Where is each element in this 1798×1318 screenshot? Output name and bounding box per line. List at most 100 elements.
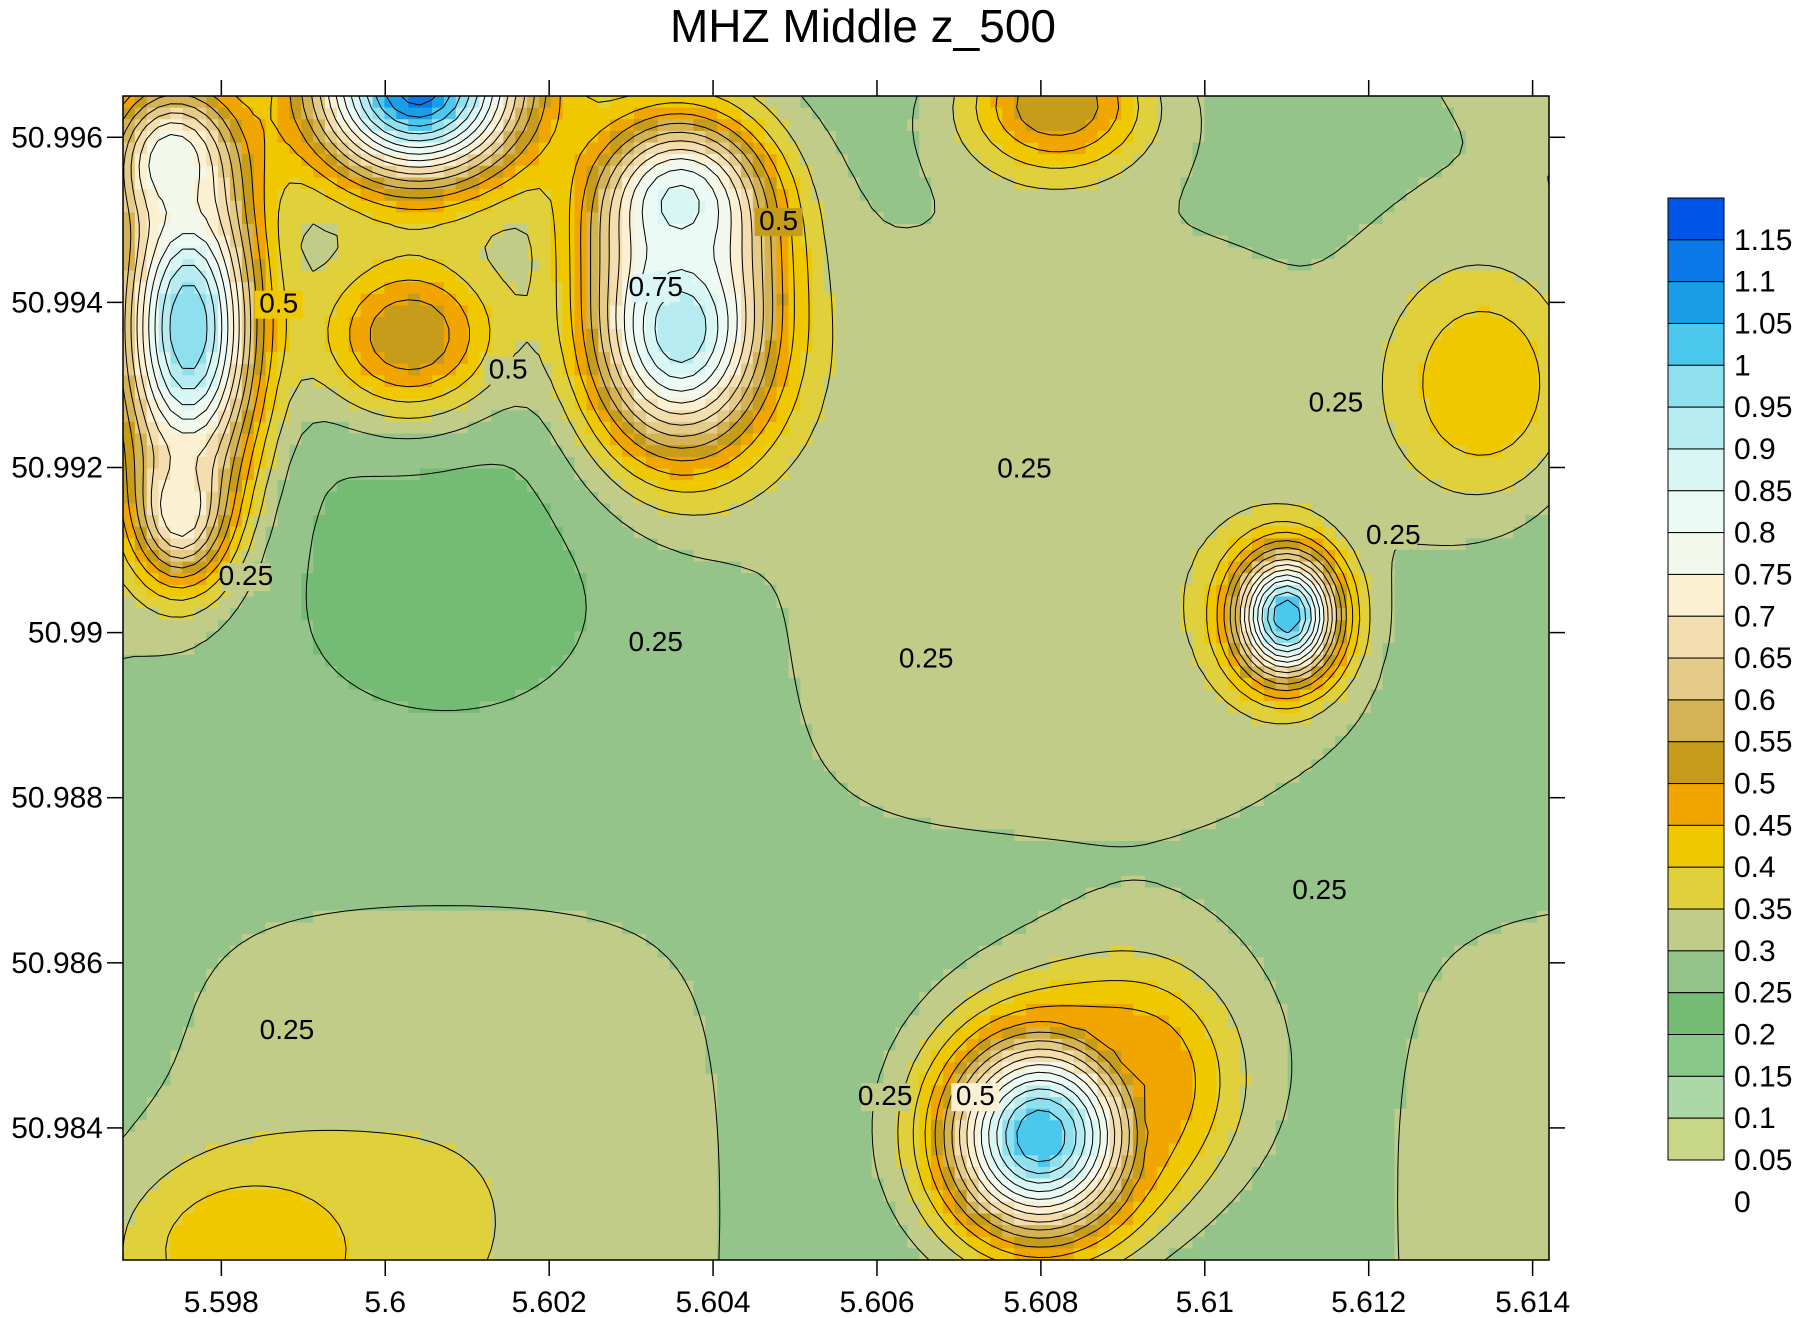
field-cell bbox=[1180, 352, 1194, 365]
field-cell bbox=[669, 142, 683, 155]
field-cell bbox=[574, 119, 588, 132]
field-cell bbox=[420, 503, 433, 516]
field-cell bbox=[1026, 165, 1039, 179]
field-cell bbox=[847, 410, 861, 423]
field-cell bbox=[1358, 456, 1372, 470]
field-cell bbox=[824, 352, 837, 365]
field-cell bbox=[954, 282, 968, 295]
field-cell bbox=[289, 154, 302, 167]
field-cell bbox=[1442, 480, 1455, 493]
field-cell bbox=[954, 410, 968, 423]
field-cell bbox=[883, 270, 897, 283]
field-cell bbox=[1406, 224, 1419, 237]
field-cell bbox=[836, 515, 849, 528]
field-cell bbox=[218, 293, 231, 307]
field-cell bbox=[503, 480, 516, 493]
field-cell bbox=[170, 433, 184, 446]
field-cell bbox=[170, 398, 184, 411]
field-cell bbox=[942, 398, 956, 411]
field-cell bbox=[325, 130, 338, 144]
field-cell bbox=[515, 480, 528, 493]
field-cell bbox=[954, 456, 968, 470]
field-cell bbox=[491, 224, 504, 237]
field-cell bbox=[325, 142, 338, 155]
field-cell bbox=[1049, 189, 1063, 202]
field-cell bbox=[1121, 247, 1134, 260]
field-cell bbox=[1180, 480, 1194, 493]
field-cell bbox=[859, 200, 873, 213]
field-cell bbox=[610, 189, 623, 202]
field-cell bbox=[1097, 480, 1110, 493]
field-cell bbox=[301, 107, 314, 120]
field-cell bbox=[396, 549, 409, 563]
field-cell bbox=[1002, 503, 1015, 516]
field-cell bbox=[942, 363, 956, 376]
field-cell bbox=[812, 119, 825, 132]
field-cell bbox=[931, 212, 944, 225]
field-cell bbox=[1370, 189, 1384, 202]
field-cell bbox=[824, 165, 837, 179]
field-cell bbox=[325, 456, 338, 470]
field-cell bbox=[919, 538, 932, 551]
field-cell bbox=[1014, 177, 1027, 190]
field-cell bbox=[301, 549, 314, 563]
field-cell bbox=[1323, 258, 1336, 272]
field-cell bbox=[1501, 282, 1514, 295]
field-cell bbox=[610, 165, 623, 179]
field-cell bbox=[420, 107, 433, 120]
field-cell bbox=[895, 96, 908, 109]
field-cell bbox=[1418, 282, 1431, 295]
field-cell bbox=[788, 107, 801, 120]
field-cell bbox=[158, 235, 172, 248]
field-cell bbox=[1204, 480, 1217, 493]
field-cell bbox=[1537, 119, 1549, 132]
field-cell bbox=[1049, 328, 1063, 342]
field-cell bbox=[966, 177, 980, 190]
field-cell bbox=[1287, 305, 1301, 318]
field-cell bbox=[1014, 142, 1027, 155]
field-cell bbox=[1275, 305, 1289, 318]
field-cell bbox=[562, 549, 576, 563]
field-cell bbox=[515, 328, 528, 342]
field-cell bbox=[1228, 456, 1241, 470]
field-cell bbox=[1085, 375, 1099, 388]
field-cell bbox=[527, 549, 540, 563]
field-cell bbox=[895, 491, 908, 504]
field-cell bbox=[1275, 468, 1289, 481]
field-cell bbox=[1430, 317, 1443, 330]
field-cell bbox=[455, 445, 469, 458]
field-cell bbox=[396, 107, 409, 120]
field-cell bbox=[1442, 398, 1455, 411]
field-cell bbox=[1382, 293, 1396, 307]
field-cell bbox=[170, 282, 184, 295]
field-cell bbox=[1192, 456, 1205, 470]
field-cell bbox=[1501, 491, 1514, 504]
field-cell bbox=[384, 247, 397, 260]
field-cell bbox=[1073, 410, 1087, 423]
field-cell bbox=[1346, 305, 1360, 318]
field-cell bbox=[776, 247, 790, 260]
field-cell bbox=[408, 177, 421, 190]
field-cell bbox=[919, 549, 932, 563]
field-cell bbox=[788, 561, 801, 574]
field-cell bbox=[1263, 363, 1277, 376]
field-cell bbox=[895, 573, 908, 586]
field-cell bbox=[313, 293, 326, 307]
field-cell bbox=[990, 421, 1003, 435]
field-cell bbox=[1144, 328, 1158, 342]
field-cell bbox=[1097, 340, 1110, 353]
field-cell bbox=[1026, 293, 1039, 307]
field-cell bbox=[622, 549, 635, 563]
field-cell bbox=[942, 154, 956, 167]
field-cell bbox=[978, 491, 992, 504]
field-cell bbox=[1525, 538, 1538, 551]
field-cell bbox=[170, 258, 184, 272]
field-cell bbox=[1049, 282, 1063, 295]
field-cell bbox=[931, 445, 944, 458]
field-cell bbox=[764, 293, 778, 307]
field-cell bbox=[907, 445, 920, 458]
field-cell bbox=[574, 317, 588, 330]
field-cell bbox=[1133, 235, 1146, 248]
field-cell bbox=[978, 352, 992, 365]
field-cell bbox=[527, 526, 540, 539]
